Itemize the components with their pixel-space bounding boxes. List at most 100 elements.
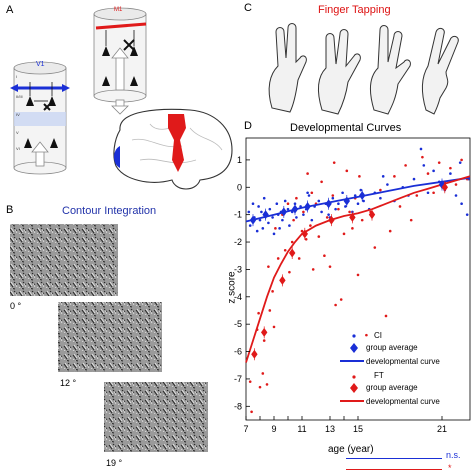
group-average-diamond: [261, 327, 268, 337]
hand-illustrations: [268, 23, 459, 115]
group-average-diamond: [301, 229, 308, 239]
legend-ci-text: CI: [374, 331, 382, 340]
data-point: [275, 202, 279, 206]
data-point: [271, 290, 274, 293]
data-point: [248, 380, 252, 383]
data-point: [290, 240, 294, 244]
data-point: [348, 210, 351, 214]
data-point: [307, 194, 311, 197]
group-average-diamond: [368, 210, 376, 220]
data-point: [251, 202, 255, 206]
data-point: [278, 227, 281, 230]
stimulus-0-deg: [10, 224, 118, 296]
x-tick-label: 15: [353, 424, 363, 434]
x-tick-label: 7: [243, 424, 248, 434]
data-point: [288, 270, 291, 274]
group-average-diamond: [349, 212, 356, 222]
data-point: [267, 221, 270, 225]
data-point: [432, 169, 435, 173]
panel-letter-b: B: [6, 204, 14, 216]
data-point: [250, 410, 253, 414]
data-point: [334, 207, 337, 211]
data-point: [412, 177, 416, 181]
data-point: [358, 175, 361, 178]
group-average-diamond: [328, 215, 335, 225]
data-point: [295, 216, 298, 219]
data-point: [334, 303, 337, 307]
data-point: [332, 161, 336, 164]
data-point: [351, 227, 354, 230]
x-tick-label: 21: [437, 424, 447, 434]
x-axis-label: age (year): [328, 444, 374, 455]
group-average-diamond: [249, 215, 257, 225]
data-point: [426, 172, 430, 175]
legend-ft-curve-text: developmental curve: [366, 397, 440, 406]
data-point: [302, 213, 305, 216]
data-point: [386, 183, 389, 186]
data-point: [379, 188, 382, 192]
y-tick-label: -3: [234, 264, 242, 274]
data-point: [384, 314, 388, 318]
data-point: [409, 218, 413, 222]
data-point: [331, 194, 335, 197]
data-point: [288, 224, 291, 227]
y-tick-label: -2: [234, 237, 242, 247]
y-tick-label: -4: [234, 292, 242, 302]
data-point: [388, 229, 392, 233]
data-point: [281, 218, 284, 222]
data-point: [283, 248, 287, 252]
data-point: [337, 202, 340, 206]
contour-integration-title: Contour Integration: [62, 205, 157, 217]
angle-label-12: 12 °: [60, 378, 77, 388]
panel-letter-a: A: [6, 4, 14, 16]
data-point: [415, 194, 419, 197]
data-point: [419, 147, 423, 151]
group-average-diamond: [279, 275, 286, 285]
angle-label-0: 0 °: [10, 301, 22, 311]
svg-text:VI: VI: [16, 146, 20, 151]
data-point: [262, 339, 266, 342]
data-point: [286, 202, 290, 206]
group-average-diamond: [343, 196, 350, 206]
data-point: [404, 164, 407, 167]
chart-title: Developmental Curves: [290, 122, 402, 134]
data-point: [393, 175, 396, 178]
v1-cylinder: I II/III IV V VI: [10, 61, 70, 175]
legend-ci-avg-text: group average: [366, 343, 418, 352]
developmental-curve-line: [245, 176, 471, 223]
legend-ft-text: FT: [374, 371, 384, 380]
data-point: [257, 311, 260, 315]
legend-ft-diamond: [350, 383, 358, 393]
y-axis-label: z score: [226, 271, 238, 304]
data-point: [379, 196, 382, 200]
y-tick-label: 0: [237, 182, 242, 192]
data-point: [432, 191, 435, 195]
y-tick-label: 1: [237, 155, 242, 165]
data-point: [344, 205, 347, 208]
data-point: [381, 175, 385, 178]
data-point: [257, 205, 260, 208]
data-point: [292, 218, 295, 222]
group-average-diamond: [441, 182, 448, 192]
stimulus-12-deg: [58, 302, 162, 372]
data-point: [261, 372, 265, 375]
data-point: [320, 210, 323, 214]
data-point: [268, 309, 272, 312]
svg-text:IV: IV: [16, 112, 20, 117]
legend-ft-avg-text: group average: [366, 383, 418, 392]
data-point: [295, 196, 298, 200]
data-point: [304, 238, 308, 241]
data-point: [317, 199, 321, 203]
group-average-diamond: [325, 199, 332, 209]
data-point: [460, 158, 463, 162]
data-point: [271, 216, 274, 219]
data-point: [398, 205, 402, 208]
cortical-column-diagram: I II/III IV V VI V1 M1: [10, 7, 233, 190]
chart-legend: [340, 334, 364, 402]
data-point: [309, 224, 312, 227]
data-point: [360, 218, 364, 222]
data-point: [258, 385, 262, 389]
x-tick-label: 9: [271, 424, 276, 434]
data-point: [268, 207, 272, 211]
stimulus-19-deg: [104, 382, 208, 452]
